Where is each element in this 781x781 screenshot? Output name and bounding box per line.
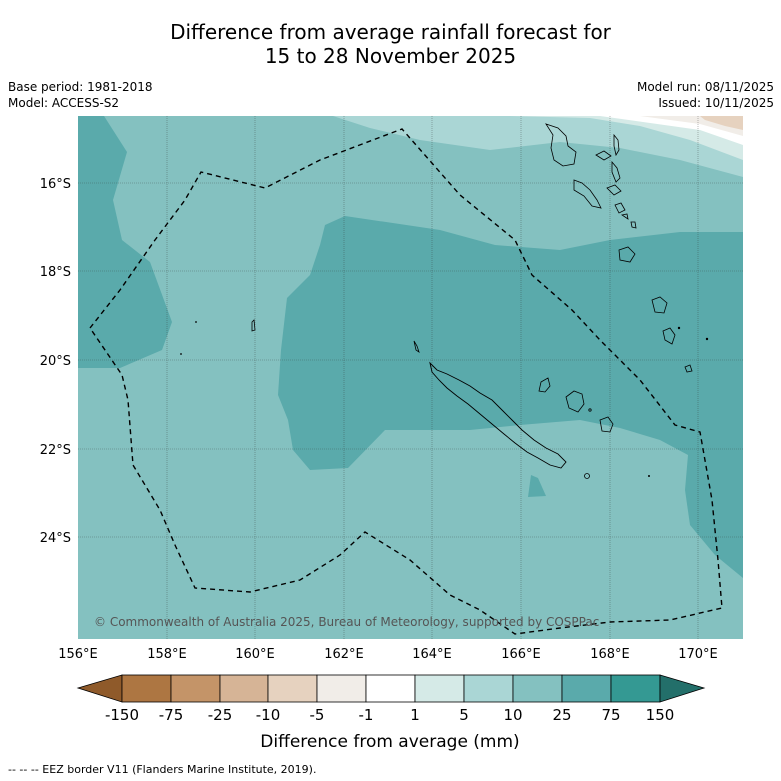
lon-tick-labels: 156°E 158°E 160°E 162°E 164°E 166°E 168°… <box>58 647 718 662</box>
matthew-island <box>648 475 650 477</box>
lon-tick-170e: 170°E <box>678 647 718 662</box>
colorbar-label: 1 <box>410 706 420 724</box>
colorbar-arrow-low <box>76 674 123 703</box>
colorbar-segment <box>610 674 661 703</box>
colorbar-segment <box>561 674 612 703</box>
colorbar-segment <box>365 674 416 703</box>
lat-tick-16s: 16°S <box>40 177 71 192</box>
colorbar-label: -25 <box>208 706 233 724</box>
band-5-10-north <box>333 116 743 177</box>
lon-tick-164e: 164°E <box>412 647 452 662</box>
colorbar-title: Difference from average (mm) <box>260 732 519 752</box>
lon-tick-162e: 162°E <box>324 647 364 662</box>
reef-dot-2 <box>180 353 182 355</box>
copyright: © Commonwealth of Australia 2025, Bureau… <box>94 615 599 629</box>
lon-tick-160e: 160°E <box>235 647 275 662</box>
malekula <box>573 179 602 209</box>
lon-tick-156e: 156°E <box>58 647 98 662</box>
band-minus10-minus5-north <box>700 116 743 130</box>
eez-legend: -- -- -- EEZ border V11 (Flanders Marine… <box>8 763 317 776</box>
issued-date: Issued: 10/11/2025 <box>658 96 774 110</box>
ambrym-epi <box>606 184 626 214</box>
aniwa-island <box>705 337 709 341</box>
lat-tick-24s: 24°S <box>40 531 71 546</box>
gridlines <box>78 116 743 639</box>
lat-tick-22s: 22°S <box>40 443 71 458</box>
futuna-island <box>677 326 681 330</box>
colorbar <box>76 674 706 703</box>
colorbar-segment <box>121 674 172 703</box>
colorbar-segment <box>414 674 465 703</box>
colorbar-label: -1 <box>359 706 374 724</box>
colorbar-label: -75 <box>159 706 184 724</box>
colorbar-segment <box>463 674 514 703</box>
colorbar-label: 75 <box>601 706 620 724</box>
colorbar-label: -150 <box>105 706 139 724</box>
colorbar-labels: -150 -75 -25 -10 -5 -1 1 5 10 25 75 150 <box>105 706 674 724</box>
colorbar-label: -10 <box>256 706 281 724</box>
ambae <box>595 150 612 161</box>
title-line-1: Difference from average rainfall forecas… <box>170 20 611 44</box>
base-period: Base period: 1981-2018 <box>8 80 153 94</box>
model-name: Model: ACCESS-S2 <box>8 96 120 110</box>
espiritu-santo <box>545 123 577 167</box>
wet-region-small <box>528 475 546 497</box>
mare-island <box>599 416 614 433</box>
model-run: Model run: 08/11/2025 <box>636 80 774 94</box>
new-caledonia-mainland <box>429 361 567 469</box>
colorbar-segment <box>316 674 367 703</box>
colorbar-label: -5 <box>310 706 325 724</box>
erromango <box>651 296 668 314</box>
colorbar-label: 150 <box>646 706 675 724</box>
lon-tick-168e: 168°E <box>590 647 630 662</box>
wet-region-central <box>278 216 743 578</box>
belep-islands <box>413 340 420 353</box>
chesterfield-reef <box>251 319 256 332</box>
colorbar-label: 5 <box>459 706 469 724</box>
lon-tick-158e: 158°E <box>147 647 187 662</box>
tanna <box>662 327 676 345</box>
reef-dot-1 <box>195 321 197 323</box>
colorbar-segment <box>512 674 563 703</box>
lat-tick-18s: 18°S <box>40 265 71 280</box>
colorbar-segment <box>170 674 221 703</box>
maewo-pentecost <box>611 133 621 183</box>
lat-tick-20s: 20°S <box>40 354 71 369</box>
wet-region-west <box>78 116 172 368</box>
tiga-island <box>588 408 592 412</box>
lat-tick-labels: 16°S 18°S 20°S 22°S 24°S <box>40 177 71 546</box>
map-area <box>78 116 743 639</box>
colorbar-segment <box>219 674 269 703</box>
walpole-island <box>584 473 590 479</box>
colorbar-arrow-high <box>659 674 706 703</box>
title-line-2: 15 to 28 November 2025 <box>264 44 517 68</box>
eez-border <box>89 128 723 635</box>
efate <box>618 246 636 263</box>
lon-tick-166e: 166°E <box>501 647 541 662</box>
ouvea-island <box>538 377 551 393</box>
colorbar-segment <box>267 674 318 703</box>
shepherd-islands <box>620 213 637 229</box>
colorbar-label: 10 <box>503 706 522 724</box>
colorbar-label: 25 <box>552 706 571 724</box>
aneityum <box>684 364 693 373</box>
lifou-island <box>565 390 585 413</box>
